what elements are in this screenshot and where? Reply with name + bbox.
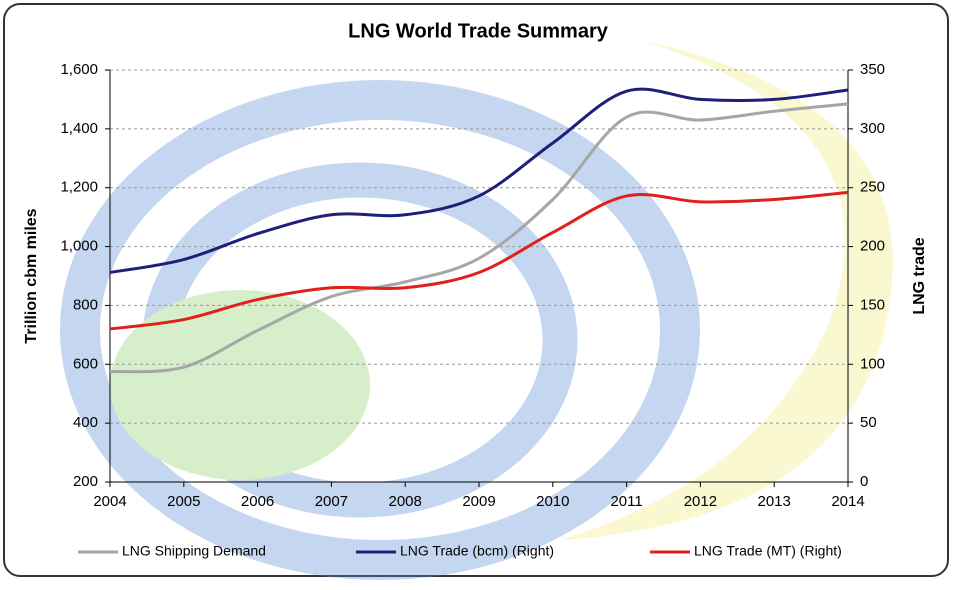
x-tick-label: 2011 [610, 493, 642, 510]
x-tick-label: 2009 [462, 493, 495, 510]
y2-tick-label: 50 [860, 414, 877, 431]
y2-tick-label: 100 [860, 355, 885, 372]
y2-tick-label: 200 [860, 238, 885, 255]
y-tick-label: 400 [73, 414, 98, 431]
y-tick-label: 200 [73, 473, 98, 490]
y2-tick-label: 0 [860, 473, 868, 490]
y-tick-label: 1,200 [60, 179, 98, 196]
legend-label: LNG Trade (MT) (Right) [694, 543, 842, 559]
y-tick-label: 1,600 [60, 61, 98, 78]
y-tick-label: 1,400 [60, 120, 98, 137]
y2-tick-label: 250 [860, 179, 885, 196]
series-line [109, 190, 849, 331]
frame [3, 3, 949, 577]
x-tick-label: 2008 [389, 493, 422, 510]
x-tick-label: 2012 [684, 493, 717, 510]
y-tick-label: 600 [73, 355, 98, 372]
x-tick-label: 2007 [315, 493, 348, 510]
y-tick-label: 800 [73, 296, 98, 313]
background-art [60, 40, 893, 580]
y-tick-label: 1,000 [60, 238, 98, 255]
x-tick-label: 2004 [93, 493, 126, 510]
y-axis-title: Trillion cbm miles [23, 208, 40, 343]
legend-label: LNG Trade (bcm) (Right) [400, 543, 554, 559]
chart-title: LNG World Trade Summary [348, 20, 609, 42]
series-line [109, 102, 849, 374]
y2-tick-label: 350 [860, 61, 885, 78]
x-tick-label: 2005 [167, 493, 200, 510]
x-tick-label: 2006 [241, 493, 274, 510]
y2-tick-label: 150 [860, 296, 885, 313]
y2-tick-label: 300 [860, 120, 885, 137]
y2-axis-title: LNG trade [911, 237, 928, 314]
x-tick-label: 2013 [758, 493, 791, 510]
x-tick-label: 2014 [831, 493, 864, 510]
x-tick-label: 2010 [536, 493, 569, 510]
legend-label: LNG Shipping Demand [122, 543, 266, 559]
series-line [109, 87, 849, 274]
